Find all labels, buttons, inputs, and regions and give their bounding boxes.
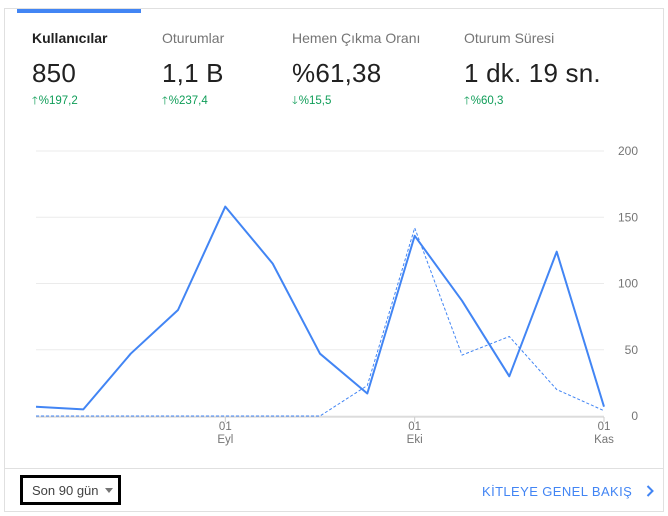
x-tick-month: Kas — [594, 434, 614, 446]
audience-overview-link[interactable]: KİTLEYE GENEL BAKIŞ — [482, 481, 655, 501]
comparison-series-line — [36, 227, 605, 417]
metric-tab-bounce-rate[interactable]: Hemen Çıkma Oranı %61,38 🡓%15,5 — [292, 30, 420, 111]
users-series-line — [35, 205, 605, 411]
x-tick-day: 01 — [598, 421, 611, 433]
active-metric-indicator — [17, 9, 141, 13]
x-tick-month: Eki — [407, 434, 423, 446]
arrow-down-icon: 🡓 — [292, 95, 298, 107]
metric-tab-sessions[interactable]: Oturumlar 1,1 B 🡑%237,4 — [162, 30, 224, 111]
chevron-right-icon — [646, 485, 655, 497]
audience-overview-label: KİTLEYE GENEL BAKIŞ — [482, 483, 633, 499]
metric-delta: 🡑%60,3 — [464, 92, 601, 111]
metric-label: Oturum Süresi — [464, 30, 555, 46]
metric-delta: 🡑%197,2 — [32, 92, 107, 111]
footer-divider — [5, 468, 663, 469]
arrow-up-icon: 🡑 — [162, 95, 168, 107]
y-tick-label: 0 — [631, 409, 638, 423]
y-tick-label: 50 — [625, 343, 639, 357]
metric-value: 1,1 B — [162, 58, 224, 88]
metric-delta: 🡑%237,4 — [162, 92, 224, 111]
arrow-up-icon: 🡑 — [32, 95, 38, 107]
metric-label: Kullanıcılar — [32, 30, 108, 46]
date-range-dropdown[interactable]: Son 90 gün — [20, 475, 121, 505]
arrow-up-icon: 🡑 — [464, 95, 470, 107]
metric-value: 1 dk. 19 sn. — [464, 58, 601, 88]
metric-tab-users[interactable]: Kullanıcılar 850 🡑%197,2 — [32, 30, 107, 111]
metric-value: %61,38 — [292, 58, 382, 88]
metric-tab-session-duration[interactable]: Oturum Süresi 1 dk. 19 sn. 🡑%60,3 — [464, 30, 601, 111]
y-tick-label: 150 — [618, 210, 638, 224]
metric-delta: 🡓%15,5 — [292, 92, 420, 111]
metric-label: Hemen Çıkma Oranı — [292, 30, 421, 46]
x-tick-month: Eyl — [217, 434, 233, 446]
audience-overview-card: Kullanıcılar 850 🡑%197,2 Oturumlar 1,1 B… — [4, 8, 664, 512]
x-tick-day: 01 — [219, 421, 232, 433]
metric-value: 850 — [32, 58, 76, 88]
caret-down-icon — [104, 487, 113, 493]
x-tick-day: 01 — [408, 421, 421, 433]
metric-label: Oturumlar — [162, 30, 225, 46]
date-range-label: Son 90 gün — [32, 482, 99, 498]
y-tick-label: 100 — [618, 277, 638, 291]
y-tick-label: 200 — [618, 144, 638, 158]
